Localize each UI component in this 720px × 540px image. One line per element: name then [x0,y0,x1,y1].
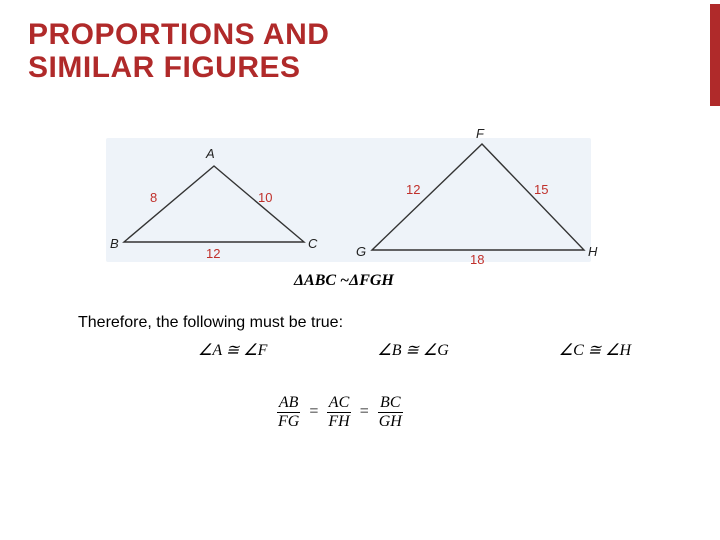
title-line1: PROPORTIONS AND [28,18,329,51]
angle-pair-3: ∠C ≅ ∠H [559,340,631,360]
angle-congruences: ∠A ≅ ∠F ∠B ≅ ∠G ∠C ≅ ∠H [198,340,631,360]
fraction-1: AB FG [276,394,301,430]
similarity-statement: ΔABC ~ΔFGH [294,272,394,290]
angle-pair-2: ∠B ≅ ∠G [377,340,448,360]
title-line2: SIMILAR FIGURES [28,51,301,84]
triangles-svg [106,138,591,262]
fraction-3: BC GH [377,394,404,430]
angle-pair-1: ∠A ≅ ∠F [198,340,267,360]
proportion-statement: AB FG = AC FH = BC GH [276,394,404,430]
therefore-text: Therefore, the following must be true: [78,314,343,332]
equals-1: = [301,403,326,421]
page-title: PROPORTIONS AND SIMILAR FIGURES [0,0,720,84]
triangles-diagram: ABCFGH81012121518 [106,138,591,262]
equals-2: = [352,403,377,421]
accent-bar [710,4,720,106]
fraction-2: AC FH [326,394,351,430]
